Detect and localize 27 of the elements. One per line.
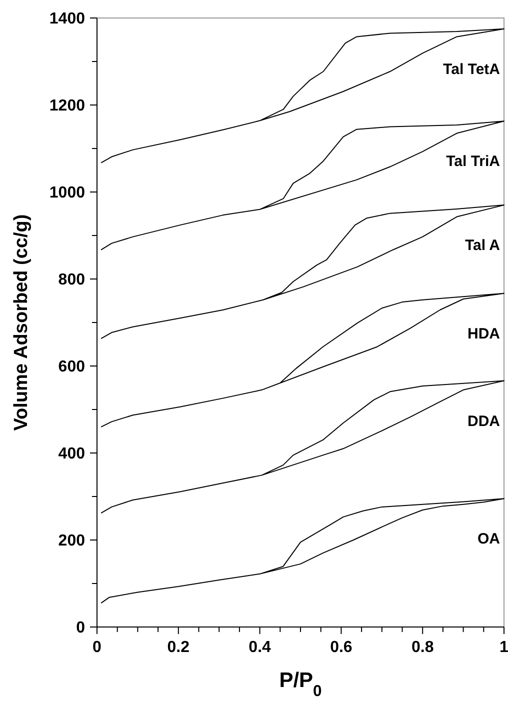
line-series: [100, 498, 504, 604]
y-tick-label: 1200: [49, 98, 86, 115]
series-label: Tal TriA: [446, 153, 500, 170]
line-series: [100, 292, 504, 428]
x-tick-label: 1: [500, 639, 508, 656]
x-axis-title: P/P$_{0}$: [279, 669, 322, 700]
series-label: OA: [478, 530, 500, 548]
y-tick-label: 600: [58, 358, 86, 376]
y-tick-label: 400: [58, 446, 86, 463]
series-label: Tal A: [464, 237, 500, 254]
series-label: HDA: [468, 325, 500, 342]
y-tick-label: 1000: [49, 184, 86, 202]
x-tick-label: 0: [92, 639, 102, 656]
x-tick-label: 0.4: [248, 639, 272, 656]
line-series: [100, 380, 504, 514]
y-axis-title: Volume Adsorbed (cc/g): [11, 214, 32, 431]
y-tick-label: 200: [58, 532, 86, 550]
line-series: [100, 120, 504, 250]
series-label: DDA: [468, 412, 500, 430]
series-label: Tal TetA: [443, 60, 500, 78]
x-tick-label: 0.2: [167, 639, 190, 656]
line-series: [100, 204, 504, 340]
y-tick-label: 0: [76, 620, 86, 637]
y-tick-label: 1400: [49, 10, 86, 28]
y-tick-label: 800: [58, 272, 86, 289]
x-tick-label: 0.8: [411, 639, 434, 656]
x-tick-label: 0.6: [330, 639, 352, 656]
